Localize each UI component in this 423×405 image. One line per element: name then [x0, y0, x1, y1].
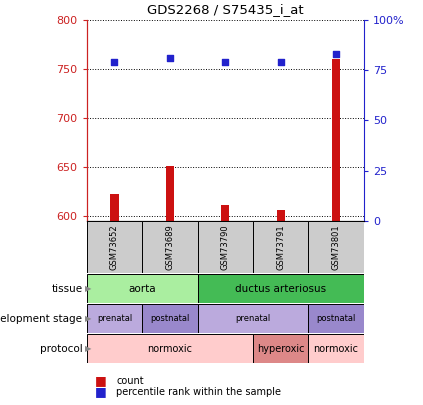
- Bar: [198, 221, 253, 273]
- Text: GSM73791: GSM73791: [276, 224, 285, 270]
- Text: protocol: protocol: [40, 344, 82, 354]
- Bar: [166, 166, 174, 221]
- Bar: [87, 304, 142, 333]
- Bar: [87, 221, 142, 273]
- Text: GSM73689: GSM73689: [165, 224, 174, 270]
- Text: GSM73790: GSM73790: [221, 224, 230, 270]
- Text: ■: ■: [95, 385, 107, 398]
- Point: [332, 51, 339, 58]
- Text: prenatal: prenatal: [97, 314, 132, 323]
- Bar: [277, 210, 285, 221]
- Text: normoxic: normoxic: [147, 344, 192, 354]
- Text: postnatal: postnatal: [150, 314, 190, 323]
- Bar: [110, 194, 118, 221]
- Bar: [142, 221, 198, 273]
- Text: GSM73801: GSM73801: [332, 224, 341, 270]
- Text: count: count: [116, 376, 144, 386]
- Text: hyperoxic: hyperoxic: [257, 344, 305, 354]
- Text: GSM73652: GSM73652: [110, 224, 119, 270]
- Text: ▶: ▶: [85, 344, 91, 353]
- Bar: [253, 221, 308, 273]
- Bar: [221, 205, 229, 221]
- Bar: [308, 304, 364, 333]
- Text: ▶: ▶: [85, 314, 91, 323]
- Text: tissue: tissue: [51, 284, 82, 294]
- Text: normoxic: normoxic: [313, 344, 359, 354]
- Text: aorta: aorta: [128, 284, 156, 294]
- Bar: [87, 274, 198, 303]
- Bar: [87, 334, 253, 363]
- Text: development stage: development stage: [0, 314, 82, 324]
- Bar: [253, 334, 308, 363]
- Text: postnatal: postnatal: [316, 314, 356, 323]
- Text: ■: ■: [95, 374, 107, 387]
- Bar: [332, 60, 340, 221]
- Point: [277, 59, 284, 66]
- Bar: [142, 304, 198, 333]
- Point: [222, 59, 228, 66]
- Text: ▶: ▶: [85, 284, 91, 293]
- Point: [111, 59, 118, 66]
- Point: [166, 55, 173, 62]
- Text: ductus arteriosus: ductus arteriosus: [235, 284, 326, 294]
- Title: GDS2268 / S75435_i_at: GDS2268 / S75435_i_at: [147, 3, 304, 16]
- Text: percentile rank within the sample: percentile rank within the sample: [116, 387, 281, 396]
- Bar: [198, 274, 364, 303]
- Bar: [198, 304, 308, 333]
- Text: prenatal: prenatal: [235, 314, 271, 323]
- Bar: [308, 221, 364, 273]
- Bar: [308, 334, 364, 363]
